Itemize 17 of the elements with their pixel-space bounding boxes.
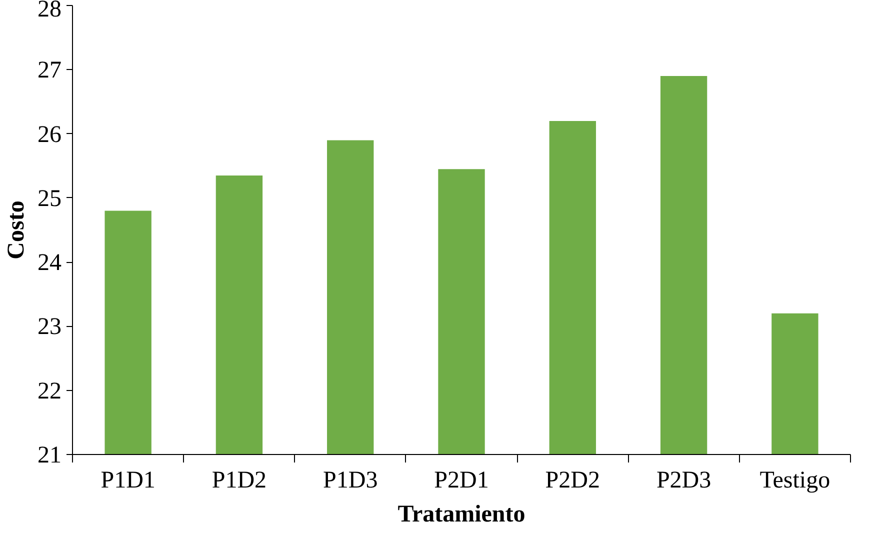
y-tick-label: 26 [38, 122, 62, 148]
y-tick-label: 28 [38, 0, 62, 22]
y-tick-label: 27 [38, 58, 62, 84]
x-axis-title: Tratamiento [398, 502, 526, 528]
y-tick-label: 21 [38, 442, 62, 468]
y-tick-label: 25 [38, 186, 62, 212]
x-tick-label: P2D3 [656, 468, 712, 494]
y-tick-label: 22 [38, 378, 62, 404]
x-tick-label: P1D3 [323, 468, 378, 494]
x-tick-label: P1D2 [212, 468, 267, 494]
x-tick-label: Testigo [760, 468, 830, 494]
x-tick-label: P2D1 [434, 468, 489, 494]
y-tick-label: 24 [38, 250, 62, 276]
y-tick-label: 23 [38, 314, 62, 340]
x-tick-label: P1D1 [100, 468, 156, 494]
x-tick-label: P2D2 [545, 468, 600, 494]
y-axis-title: Costo [4, 200, 30, 260]
